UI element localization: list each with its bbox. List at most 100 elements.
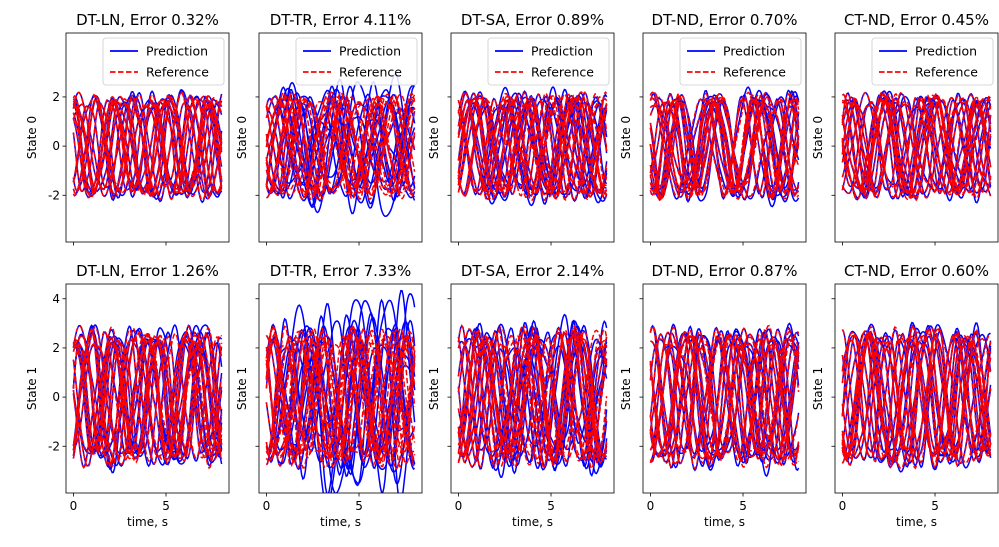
axes-frame [258,283,423,494]
reference-line [72,326,223,466]
reference-line [649,329,800,466]
reference-line [649,336,800,460]
reference-line [72,328,223,467]
reference-line [265,97,416,196]
subplot-title: DT-LN, Error 1.26% [76,262,219,280]
legend: Prediction Reference [871,37,994,86]
subplot-title: DT-TR, Error 4.11% [270,11,411,29]
subplot-title: DT-TR, Error 7.33% [270,262,411,280]
legend-box [679,37,802,86]
reference-line [265,92,416,200]
prediction-line [265,98,416,189]
plot-area [457,313,608,478]
reference-line [72,331,223,463]
plot-area [265,73,416,217]
y-axis-label: State 1 [25,367,39,410]
reference-line [649,92,800,200]
reference-line [457,325,608,468]
reference-line [649,98,800,194]
subplot-title: DT-SA, Error 0.89% [461,11,604,29]
reference-line [72,98,223,195]
reference-line [841,93,991,199]
reference-line [841,92,992,200]
reference-line [457,332,608,460]
reference-line [265,96,416,197]
y-tick-label: -2 [48,439,60,453]
axes-frame [258,32,423,243]
subplot-title: DT-ND, Error 0.87% [651,262,797,280]
y-tick-label: 2 [52,341,60,355]
subplot-title: DT-LN, Error 0.32% [76,11,219,29]
y-tick-label: 0 [52,139,60,153]
axes-frame [642,283,807,494]
axes-frame [642,32,807,243]
x-tick-label: 5 [162,499,170,513]
reference-line [265,328,416,468]
reference-line [649,95,800,197]
y-axis-label: State 0 [619,116,633,159]
subplot-0: -2 0 2 DT-LN, Error 0.32% State 0 Prediction R… [25,11,230,246]
legend-reference-label: Reference [339,65,402,80]
reference-line [265,335,416,462]
plot-area [265,289,416,493]
legend-reference-label: Reference [723,65,786,80]
subplot-title: CT-ND, Error 0.45% [844,11,989,29]
reference-line [457,326,608,469]
axes-frame [450,32,615,243]
reference-line [72,98,223,196]
legend-prediction-label: Prediction [915,44,977,59]
axes-frame [450,283,615,494]
reference-line [457,91,607,200]
legend-box [295,37,418,86]
subplot-4: CT-ND, Error 0.45% State 0 Prediction Refer… [811,11,999,246]
legend-reference-label: Reference [146,65,209,80]
legend-prediction-label: Prediction [146,44,208,59]
reference-line [649,324,800,468]
legend-prediction-label: Prediction [531,44,593,59]
reference-line [72,91,223,202]
legend-box [487,37,610,86]
reference-line [265,330,416,464]
subplot-5: -2 0 2 4 0 5 DT-LN, Error 1.26% State 1 time, s [25,262,230,529]
x-tick-label: 5 [355,499,363,513]
legend: Prediction Reference [102,37,225,86]
reference-line [841,96,992,196]
legend-box [871,37,994,86]
x-tick-label: 0 [70,499,78,513]
y-tick-label: 4 [52,292,60,306]
y-axis-label: State 0 [25,116,39,159]
reference-line [457,101,607,194]
x-axis-label: time, s [896,515,937,529]
subplot-9: 0 5 CT-ND, Error 0.60% State 1 time, s [811,262,999,529]
prediction-line [265,81,415,217]
reference-line [265,337,416,458]
reference-line [72,93,223,200]
reference-line [266,91,416,200]
reference-line [649,99,800,193]
reference-line [457,335,607,459]
x-axis-label: time, s [512,515,553,529]
reference-line [841,99,992,194]
subplot-6: 0 5 DT-TR, Error 7.33% State 1 time, s [235,262,423,529]
reference-line [649,94,800,201]
plot-area [841,90,992,204]
reference-line [457,329,608,462]
legend: Prediction Reference [295,37,418,86]
x-tick-label: 5 [739,499,747,513]
legend-box [102,37,225,86]
subplot-title: DT-SA, Error 2.14% [461,262,604,280]
reference-line [650,335,800,459]
subplot-title: CT-ND, Error 0.60% [844,262,989,280]
reference-line [72,335,223,458]
axes-frame [65,32,230,243]
reference-line [73,335,223,460]
y-axis-label: State 1 [427,367,441,410]
axes-frame [834,32,999,243]
reference-line [265,98,416,195]
prediction-line [265,299,416,493]
reference-line [457,92,608,202]
y-axis-label: State 0 [427,116,441,159]
subplot-8: 0 5 DT-ND, Error 0.87% State 1 time, s [619,262,807,529]
reference-line [841,333,992,461]
